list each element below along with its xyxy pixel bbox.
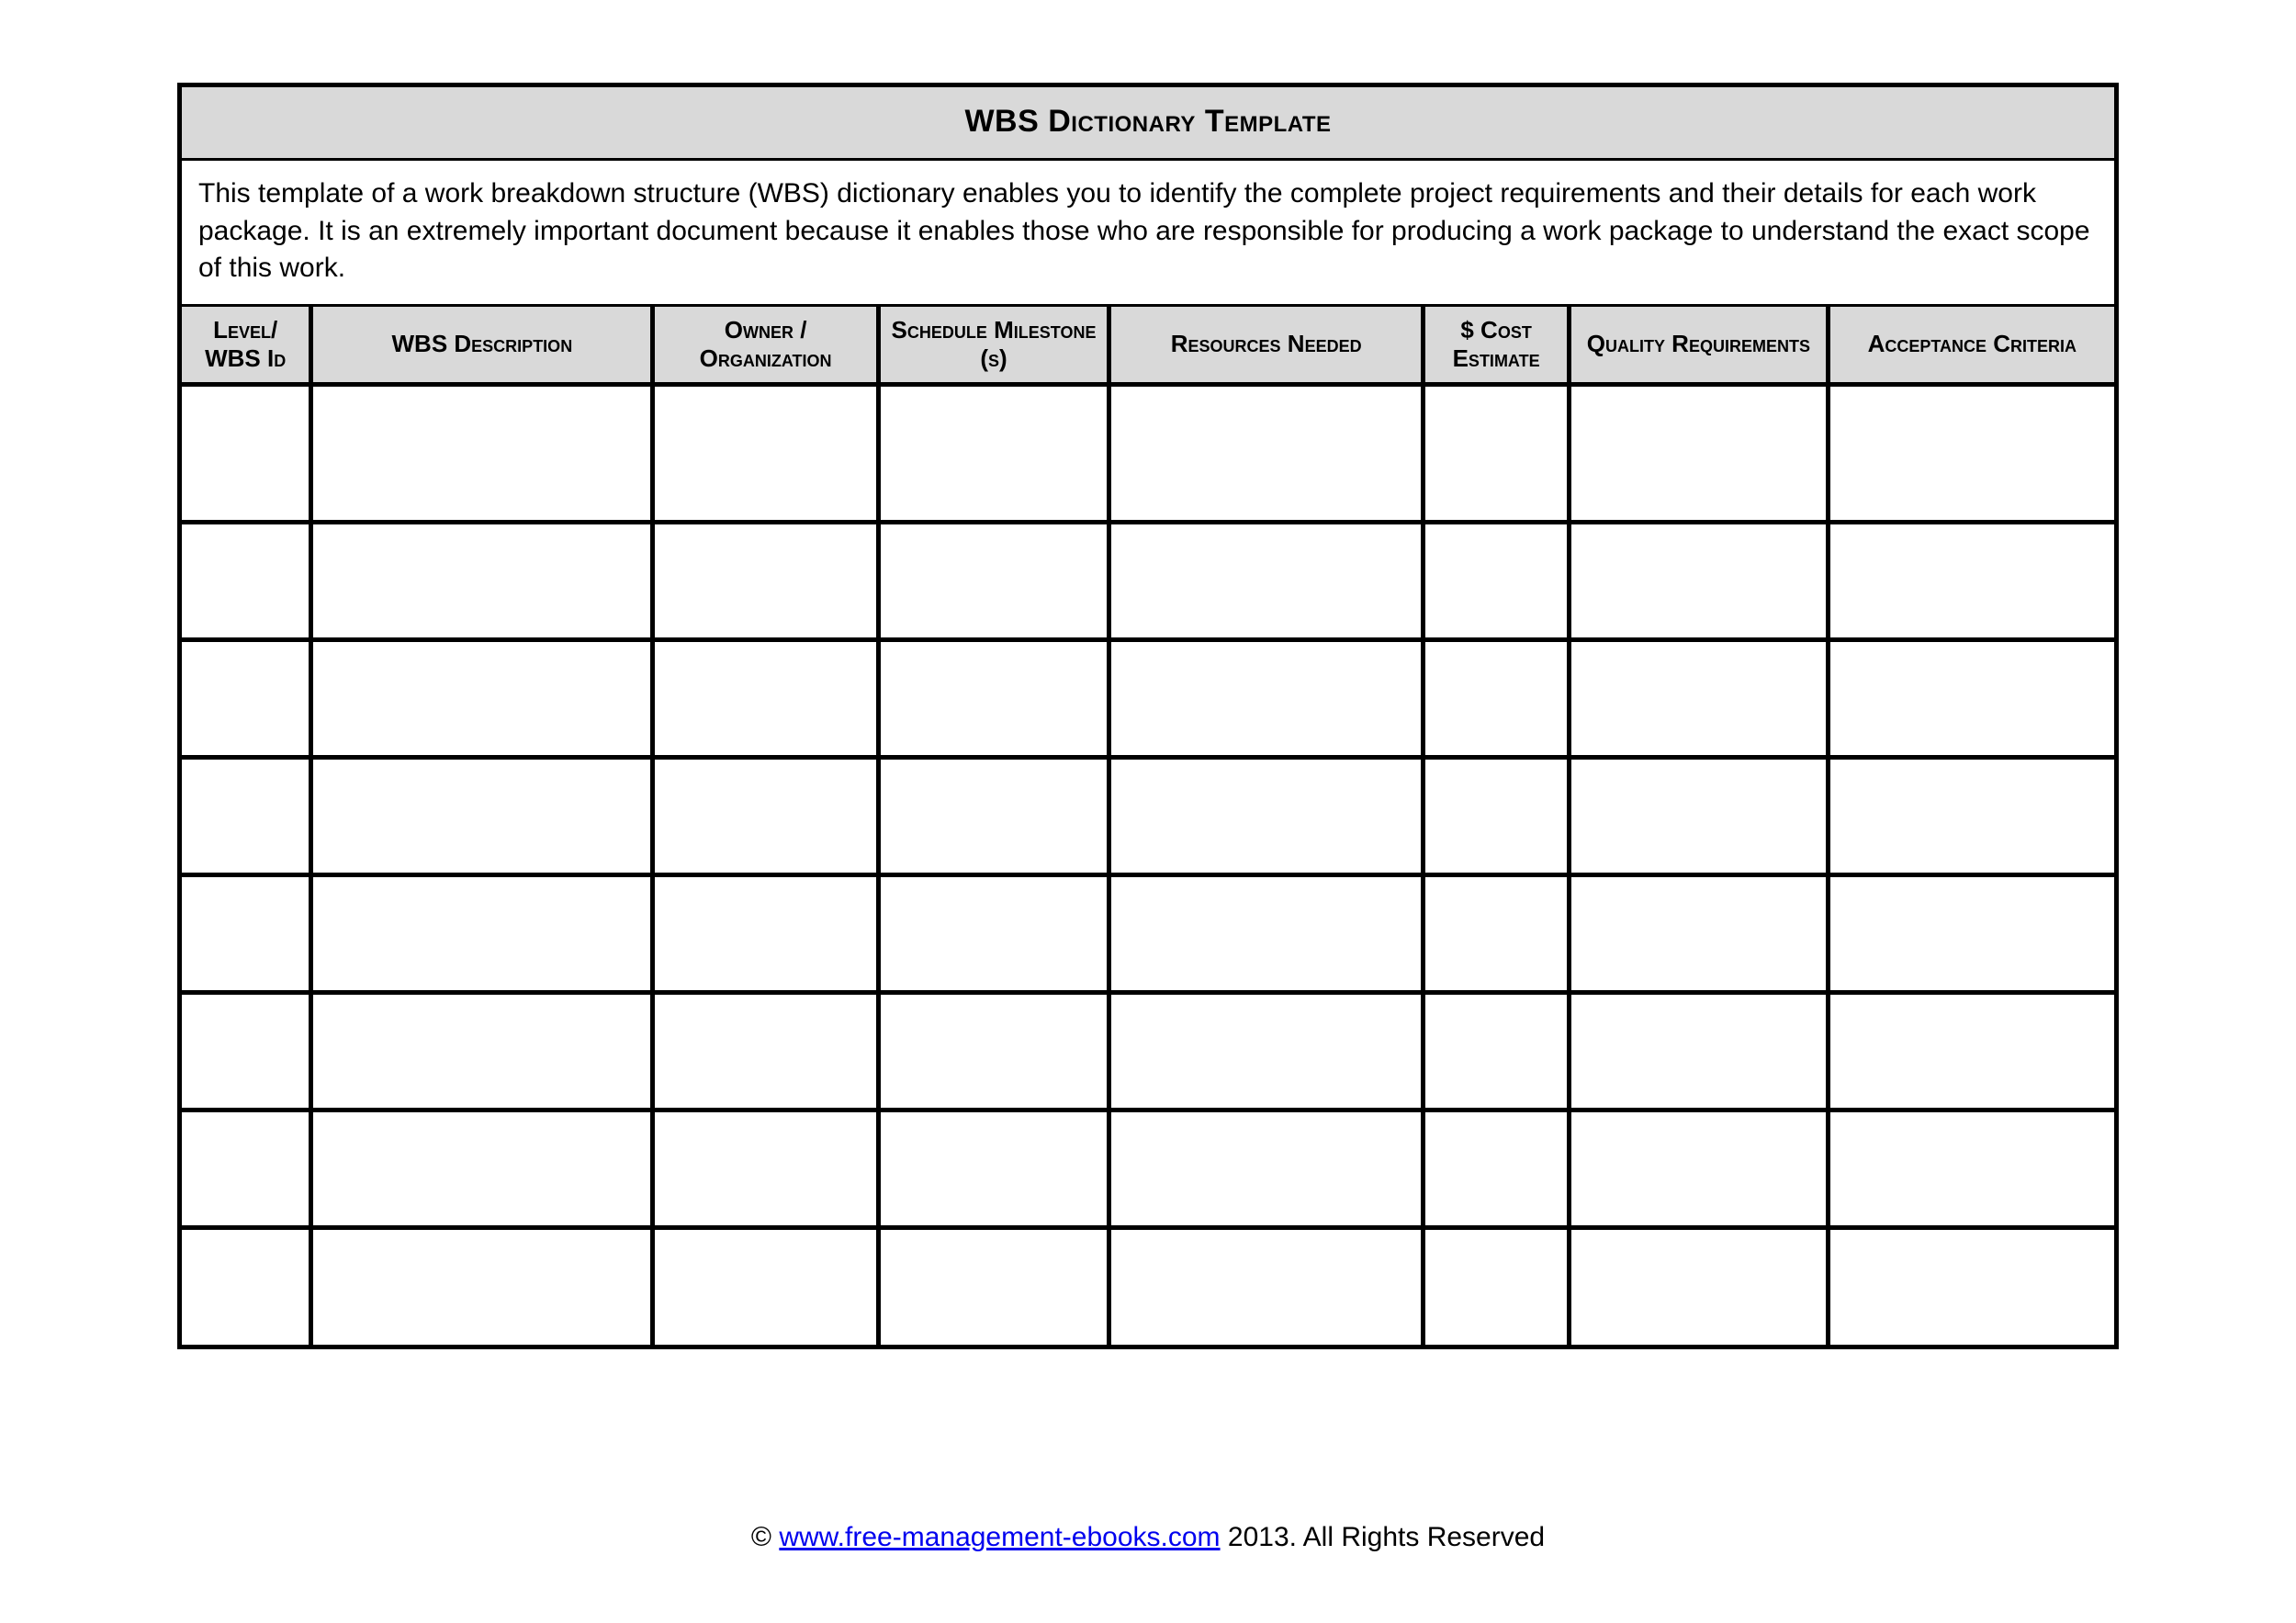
- table-cell[interactable]: [878, 384, 1109, 522]
- table-cell[interactable]: [653, 1227, 878, 1345]
- table-cell[interactable]: [653, 992, 878, 1110]
- table-cell[interactable]: [1424, 874, 1570, 992]
- footer-suffix: 2013. All Rights Reserved: [1221, 1522, 1546, 1552]
- table-cell[interactable]: [1570, 384, 1829, 522]
- table-cell[interactable]: [1828, 522, 2114, 639]
- table-cell[interactable]: [653, 1110, 878, 1227]
- table-cell[interactable]: [311, 757, 653, 874]
- table-cell[interactable]: [182, 757, 311, 874]
- table-cell[interactable]: [1109, 874, 1424, 992]
- col-header-owner-org: Owner / Organization: [653, 307, 878, 385]
- table-cell[interactable]: [1570, 639, 1829, 757]
- page-title: WBS Dictionary Template: [182, 87, 2114, 161]
- table-cell[interactable]: [1109, 1110, 1424, 1227]
- template-description: This template of a work breakdown struct…: [182, 161, 2114, 307]
- table-cell[interactable]: [1424, 992, 1570, 1110]
- template-frame: WBS Dictionary Template This template of…: [177, 83, 2119, 1349]
- table-row: [182, 384, 2114, 522]
- table-cell[interactable]: [1828, 757, 2114, 874]
- table-cell[interactable]: [1424, 757, 1570, 874]
- col-header-resources: Resources Needed: [1109, 307, 1424, 385]
- table-cell[interactable]: [1570, 522, 1829, 639]
- table-row: [182, 639, 2114, 757]
- table-cell[interactable]: [182, 522, 311, 639]
- footer: © www.free-management-ebooks.com 2013. A…: [0, 1522, 2296, 1553]
- col-header-acceptance: Acceptance Criteria: [1828, 307, 2114, 385]
- table-cell[interactable]: [1424, 522, 1570, 639]
- table-cell[interactable]: [878, 757, 1109, 874]
- footer-link[interactable]: www.free-management-ebooks.com: [779, 1522, 1220, 1552]
- table-cell[interactable]: [311, 992, 653, 1110]
- table-cell[interactable]: [1570, 1110, 1829, 1227]
- table-header-row: Level/ WBS Id WBS Description Owner / Or…: [182, 307, 2114, 385]
- table-cell[interactable]: [1570, 874, 1829, 992]
- table-cell[interactable]: [311, 522, 653, 639]
- col-header-schedule: Schedule Milestone (s): [878, 307, 1109, 385]
- table-cell[interactable]: [878, 522, 1109, 639]
- table-cell[interactable]: [1109, 1227, 1424, 1345]
- table-cell[interactable]: [1424, 1110, 1570, 1227]
- table-cell[interactable]: [878, 1110, 1109, 1227]
- table-cell[interactable]: [182, 992, 311, 1110]
- table-cell[interactable]: [653, 639, 878, 757]
- table-cell[interactable]: [653, 874, 878, 992]
- table-row: [182, 522, 2114, 639]
- table-cell[interactable]: [1570, 992, 1829, 1110]
- col-header-cost: $ Cost Estimate: [1424, 307, 1570, 385]
- table-row: [182, 874, 2114, 992]
- table-cell[interactable]: [182, 1110, 311, 1227]
- table-cell[interactable]: [1109, 384, 1424, 522]
- table-cell[interactable]: [311, 1110, 653, 1227]
- table-cell[interactable]: [1828, 874, 2114, 992]
- table-cell[interactable]: [878, 992, 1109, 1110]
- table-cell[interactable]: [878, 1227, 1109, 1345]
- copyright-symbol: ©: [751, 1522, 771, 1552]
- col-header-wbs-description: WBS Description: [311, 307, 653, 385]
- table-cell[interactable]: [311, 874, 653, 992]
- table-row: [182, 757, 2114, 874]
- table-cell[interactable]: [1570, 757, 1829, 874]
- table-row: [182, 1110, 2114, 1227]
- table-cell[interactable]: [653, 384, 878, 522]
- table-cell[interactable]: [1828, 1227, 2114, 1345]
- table-cell[interactable]: [1424, 1227, 1570, 1345]
- table-cell[interactable]: [653, 522, 878, 639]
- table-cell[interactable]: [182, 1227, 311, 1345]
- table-cell[interactable]: [1424, 639, 1570, 757]
- table-cell[interactable]: [1828, 384, 2114, 522]
- table-cell[interactable]: [311, 639, 653, 757]
- table-cell[interactable]: [653, 757, 878, 874]
- table-cell[interactable]: [311, 384, 653, 522]
- col-header-level-wbs-id: Level/ WBS Id: [182, 307, 311, 385]
- table-cell[interactable]: [182, 384, 311, 522]
- table-cell[interactable]: [878, 639, 1109, 757]
- table-cell[interactable]: [1109, 639, 1424, 757]
- table-cell[interactable]: [1109, 522, 1424, 639]
- table-cell[interactable]: [1424, 384, 1570, 522]
- document-page: WBS Dictionary Template This template of…: [0, 0, 2296, 1623]
- table-cell[interactable]: [182, 874, 311, 992]
- table-cell[interactable]: [311, 1227, 653, 1345]
- table-cell[interactable]: [1570, 1227, 1829, 1345]
- table-cell[interactable]: [1828, 1110, 2114, 1227]
- table-cell[interactable]: [1109, 992, 1424, 1110]
- table-cell[interactable]: [1828, 639, 2114, 757]
- table-cell[interactable]: [182, 639, 311, 757]
- col-header-quality: Quality Requirements: [1570, 307, 1829, 385]
- table-row: [182, 992, 2114, 1110]
- table-cell[interactable]: [1109, 757, 1424, 874]
- wbs-table: Level/ WBS Id WBS Description Owner / Or…: [182, 307, 2114, 1346]
- table-cell[interactable]: [878, 874, 1109, 992]
- table-row: [182, 1227, 2114, 1345]
- table-cell[interactable]: [1828, 992, 2114, 1110]
